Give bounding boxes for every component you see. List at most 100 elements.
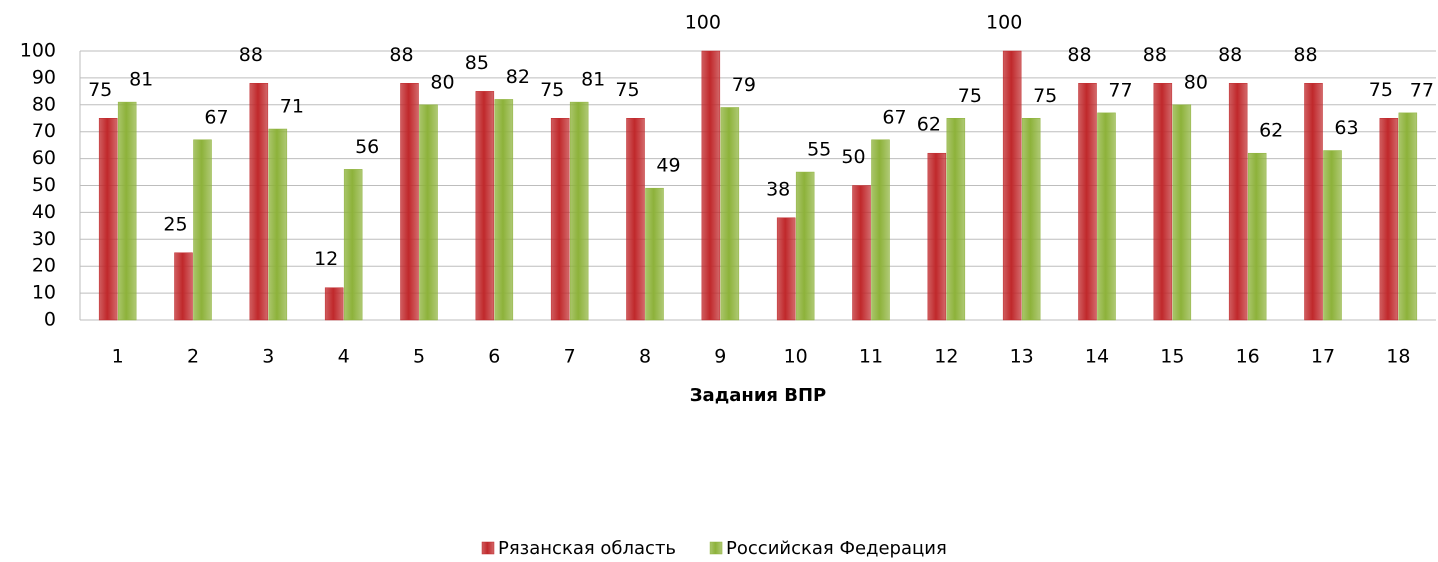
bar	[494, 99, 514, 321]
data-label: 100	[685, 12, 721, 34]
y-tick-label: 50	[32, 174, 56, 196]
y-tick-label: 20	[32, 255, 56, 277]
data-label: 88	[1218, 44, 1242, 66]
legend-label: Рязанская область	[498, 538, 676, 559]
bar	[475, 91, 495, 321]
data-label: 88	[389, 44, 413, 66]
bar	[324, 287, 344, 321]
bar	[720, 107, 740, 321]
bar	[795, 171, 815, 321]
data-label: 38	[766, 178, 790, 200]
data-label: 25	[163, 213, 187, 235]
x-tick-label: 17	[1311, 346, 1335, 368]
data-label: 77	[1410, 79, 1434, 101]
legend-label: Российская Федерация	[726, 538, 947, 559]
data-label: 71	[280, 96, 304, 118]
y-tick-label: 30	[32, 228, 56, 250]
bar	[98, 118, 118, 321]
bar	[1379, 118, 1399, 321]
data-label: 75	[88, 79, 112, 101]
bar	[1153, 83, 1173, 321]
bar	[419, 104, 438, 321]
x-tick-label: 9	[714, 346, 726, 368]
data-label: 79	[732, 74, 756, 96]
x-tick-label: 8	[639, 346, 651, 368]
x-tick-label: 16	[1236, 346, 1260, 368]
x-tick-label: 7	[564, 346, 576, 368]
y-tick-label: 60	[32, 147, 56, 169]
bar	[1398, 112, 1418, 321]
bar	[174, 252, 193, 321]
x-tick-label: 13	[1010, 346, 1034, 368]
bar	[1304, 83, 1323, 321]
data-label: 67	[882, 106, 906, 128]
data-label: 82	[506, 66, 530, 88]
bar	[569, 101, 589, 321]
data-label: 56	[355, 136, 379, 158]
x-tick-label: 11	[859, 346, 883, 368]
legend-swatch	[481, 541, 495, 555]
bar	[1323, 150, 1342, 321]
data-label: 100	[986, 12, 1022, 34]
data-label: 62	[917, 114, 941, 136]
data-label: 80	[1184, 71, 1208, 93]
data-label: 80	[430, 71, 454, 93]
bar	[1002, 50, 1022, 321]
data-label: 49	[656, 155, 680, 177]
data-label: 81	[581, 69, 605, 91]
bar	[871, 139, 890, 321]
data-label: 62	[1259, 120, 1283, 142]
data-label: 75	[540, 79, 564, 101]
data-label: 75	[1369, 79, 1393, 101]
x-tick-label: 14	[1085, 346, 1109, 368]
x-tick-label: 3	[262, 346, 274, 368]
bar	[193, 139, 212, 321]
bar	[946, 118, 966, 321]
y-tick-label: 100	[20, 40, 56, 62]
x-tick-label: 12	[934, 346, 958, 368]
x-tick-label: 18	[1386, 346, 1410, 368]
bar	[852, 185, 871, 321]
x-tick-label: 10	[784, 346, 808, 368]
legend-swatch	[709, 541, 723, 555]
y-tick-label: 80	[32, 93, 56, 115]
data-label: 77	[1108, 79, 1132, 101]
data-label: 12	[314, 248, 338, 270]
data-label: 75	[1033, 85, 1057, 107]
data-label: 88	[1293, 44, 1317, 66]
data-label: 88	[1143, 44, 1167, 66]
bar	[117, 101, 137, 321]
bar	[268, 128, 288, 321]
data-label: 81	[129, 69, 153, 91]
bar	[776, 217, 796, 321]
data-label: 88	[1067, 44, 1091, 66]
bar	[1228, 83, 1248, 321]
bar	[927, 152, 947, 321]
data-label: 75	[615, 79, 639, 101]
y-tick-label: 70	[32, 120, 56, 142]
x-tick-label: 4	[338, 346, 350, 368]
data-label: 85	[465, 52, 489, 74]
bar	[550, 118, 570, 321]
data-label: 67	[204, 106, 228, 128]
bar	[1021, 118, 1041, 321]
x-tick-label: 2	[187, 346, 199, 368]
bar	[645, 187, 664, 321]
bar	[249, 83, 269, 321]
bar	[1097, 112, 1116, 321]
data-label: 50	[841, 146, 865, 168]
y-tick-label: 40	[32, 201, 56, 223]
data-label: 75	[958, 85, 982, 107]
bar	[1078, 83, 1097, 321]
data-label: 63	[1334, 117, 1358, 139]
x-axis-title: Задания ВПР	[690, 385, 826, 406]
bar	[1172, 104, 1192, 321]
x-tick-label: 15	[1160, 346, 1184, 368]
bar	[626, 118, 645, 321]
bar	[400, 83, 419, 321]
bar	[1247, 152, 1267, 321]
bar	[343, 169, 363, 321]
data-label: 55	[807, 139, 831, 161]
x-tick-label: 5	[413, 346, 425, 368]
